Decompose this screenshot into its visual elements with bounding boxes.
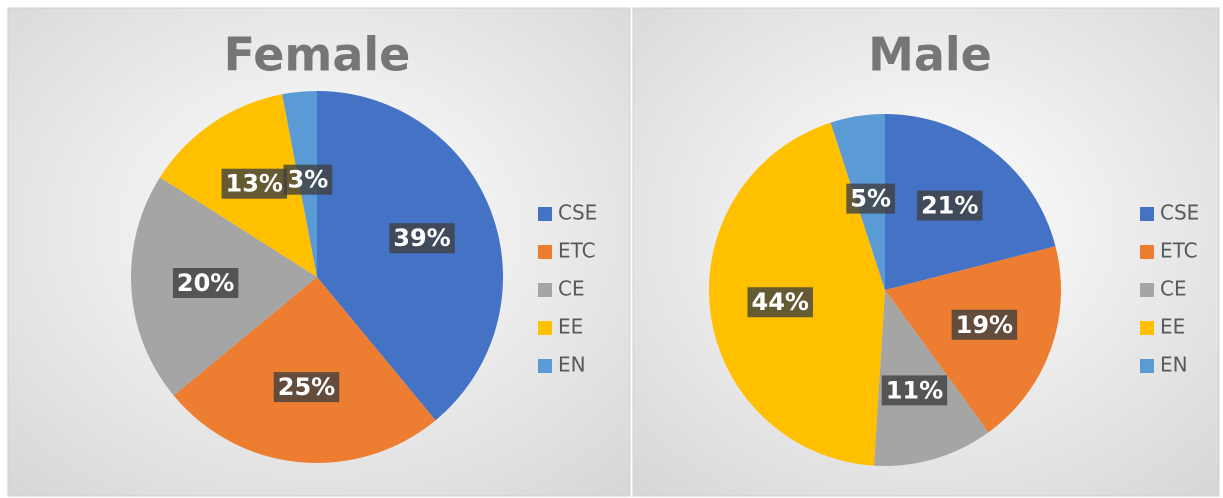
legend-label: ETC <box>558 239 596 263</box>
data-label-box <box>172 268 239 299</box>
legend-swatch <box>538 359 552 373</box>
legend-swatch <box>1140 283 1154 297</box>
legend-label: CSE <box>558 201 597 225</box>
legend-swatch <box>1140 245 1154 259</box>
data-label: 13% <box>226 170 283 198</box>
legend-swatch <box>1140 321 1154 335</box>
legend-swatch <box>538 245 552 259</box>
data-label-box <box>951 309 1018 340</box>
data-label-box <box>283 164 333 195</box>
legend-label: EN <box>1160 353 1188 377</box>
data-label: 44% <box>752 288 809 316</box>
data-label-box <box>273 372 340 403</box>
data-label: 25% <box>278 373 335 401</box>
legend-label: CE <box>558 277 585 301</box>
data-label: 3% <box>288 166 329 194</box>
legend-label: EE <box>558 315 583 339</box>
legend-swatch <box>1140 359 1154 373</box>
legend-label: EE <box>1160 315 1185 339</box>
legend-label: EN <box>558 353 586 377</box>
legend-swatch <box>1140 207 1154 221</box>
data-label-box <box>916 190 983 221</box>
data-label: 5% <box>850 185 891 213</box>
legend-swatch <box>538 207 552 221</box>
legend-swatch <box>538 321 552 335</box>
data-label: 21% <box>921 192 978 220</box>
pie-slice <box>317 91 504 421</box>
legend-label: CE <box>1160 277 1187 301</box>
data-label: 39% <box>393 224 450 252</box>
chart-title: Male <box>868 28 992 82</box>
data-label-box <box>881 375 948 406</box>
data-label-box <box>747 287 813 318</box>
data-label-box <box>389 223 455 254</box>
chart-title: Female <box>224 28 411 82</box>
data-label-box <box>846 183 896 214</box>
data-label: 19% <box>956 311 1013 339</box>
pie-slice <box>173 277 436 463</box>
legend-label: ETC <box>1160 239 1198 263</box>
data-label-box <box>221 168 287 199</box>
legend-swatch <box>538 283 552 297</box>
legend-label: CSE <box>1160 201 1199 225</box>
data-label: 11% <box>886 376 943 404</box>
data-label: 20% <box>177 269 234 297</box>
